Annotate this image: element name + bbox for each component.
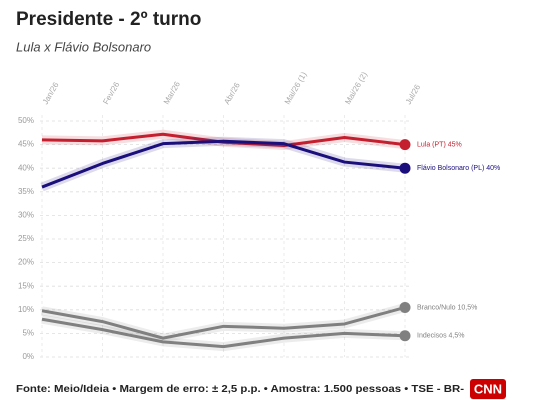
y-tick-label: 10% (18, 305, 34, 314)
x-tick-label: Fev/26 (101, 80, 121, 106)
y-tick-label: 0% (22, 352, 34, 361)
y-tick-label: 5% (22, 329, 34, 338)
y-tick-label: 45% (18, 140, 34, 149)
y-tick-label: 15% (18, 281, 34, 290)
y-tick-label: 50% (18, 116, 34, 125)
logo: CNN (474, 381, 502, 396)
chart-subtitle: Lula x Flávio Bolsonaro (16, 39, 151, 54)
y-tick-label: 35% (18, 187, 34, 196)
x-tick-label: Jan/26 (41, 80, 61, 106)
line (41, 139, 406, 189)
series-label: Branco/Nulo 10,5% (417, 304, 477, 311)
line (41, 305, 406, 340)
x-tick-label: Mai/26 (2) (343, 70, 369, 106)
chart-title: Presidente - 2º turno (16, 9, 201, 30)
y-tick-label: 40% (18, 163, 34, 172)
x-tick-label: Mai/26 (1) (283, 70, 309, 106)
x-tick-label: Mar/26 (162, 80, 183, 107)
end-marker (399, 139, 411, 151)
end-marker (399, 301, 411, 313)
end-marker (399, 162, 411, 174)
y-tick-label: 25% (18, 234, 34, 243)
series-label: Indecisos 4,5% (417, 333, 464, 340)
logo-box (470, 379, 506, 399)
series-label: Flávio Bolsonaro (PL) 40% (417, 165, 500, 172)
y-tick-label: 20% (18, 258, 34, 267)
line (41, 317, 406, 349)
y-tick-label: 30% (18, 211, 34, 220)
x-tick-label: Jul/26 (404, 83, 423, 106)
source-note: Fonte: Meio/Ideia • Margem de erro: ± 2,… (16, 383, 465, 395)
series-label: Lula (PT) 45% (417, 141, 462, 148)
end-marker (399, 330, 411, 342)
x-tick-label: Abr/26 (222, 81, 242, 106)
